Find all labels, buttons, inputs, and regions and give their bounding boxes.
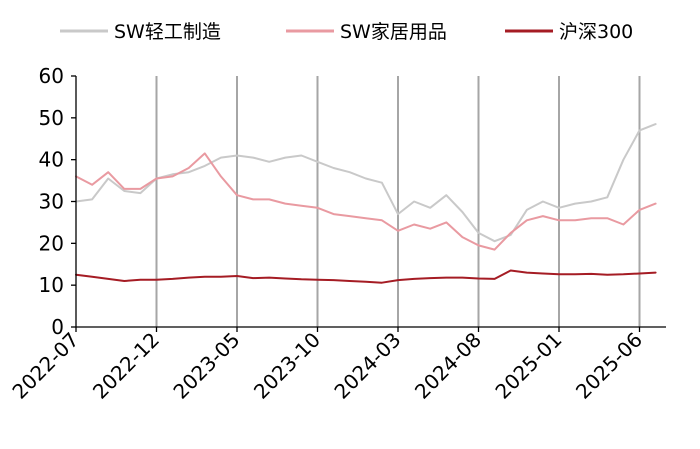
series-line-0 <box>75 123 657 243</box>
y-tick-label-40: 40 <box>39 148 64 172</box>
series-line-1 <box>75 152 657 251</box>
axes <box>75 76 666 328</box>
x-tick-label-2023-10: 2023-10 <box>249 328 325 404</box>
x-tick-label-2022-12: 2022-12 <box>88 328 164 404</box>
y-ticks: 0 10 20 30 40 50 60 <box>39 64 76 339</box>
legend-label-2: 沪深300 <box>559 21 633 43</box>
y-tick-label-20: 20 <box>39 231 64 255</box>
x-ticks: 2022-07 2022-12 2023-05 2023-10 2024-03 2024-… <box>7 327 647 404</box>
y-tick-label-50: 50 <box>39 106 64 130</box>
y-tick-label-0: 0 <box>51 315 64 339</box>
legend-item-0: SW轻工制造 <box>60 21 221 43</box>
y-tick-label-60: 60 <box>39 64 64 88</box>
legend-item-2: 沪深300 <box>505 21 633 43</box>
y-tick-label-10: 10 <box>39 273 64 297</box>
x-tick-label-2024-08: 2024-08 <box>410 328 486 404</box>
x-tick-label-2025-01: 2025-01 <box>490 328 566 404</box>
legend: SW轻工制造 SW家居用品 沪深300 <box>60 21 633 43</box>
legend-label-0: SW轻工制造 <box>114 21 221 43</box>
legend-item-1: SW家居用品 <box>286 21 447 43</box>
series-line-2 <box>75 269 657 284</box>
series-lines <box>75 123 657 284</box>
y-tick-label-30: 30 <box>39 190 64 214</box>
x-tick-label-2022-07: 2022-07 <box>7 328 83 404</box>
x-tick-label-2025-06: 2025-06 <box>571 328 647 404</box>
x-tick-label-2023-05: 2023-05 <box>168 328 244 404</box>
legend-label-1: SW家居用品 <box>340 21 447 43</box>
vertical-gridlines <box>155 76 641 327</box>
x-tick-label-2024-03: 2024-03 <box>329 328 405 404</box>
